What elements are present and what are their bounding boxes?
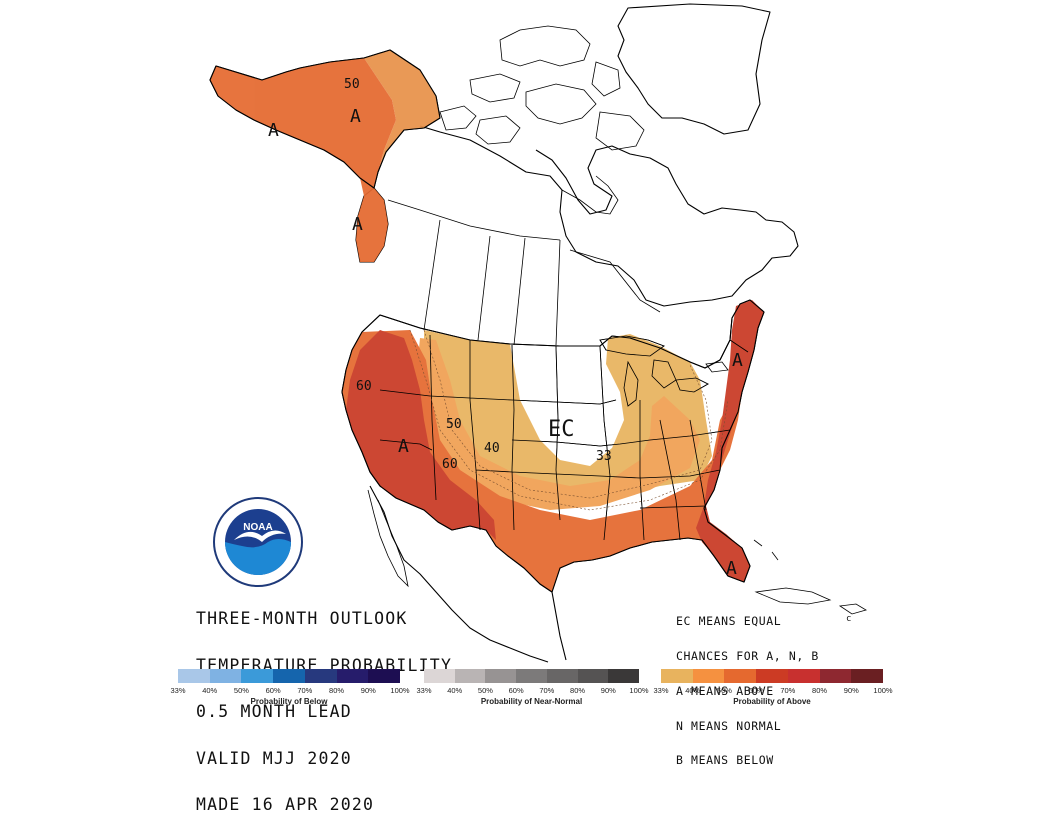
colorbar-tick-label: 80% — [329, 686, 345, 695]
colorbar-cell — [485, 669, 517, 683]
province-lines — [387, 199, 661, 346]
above-60-region-east — [696, 300, 764, 578]
colorbar-cell — [336, 669, 369, 683]
legend-note-line2: CHANCES FOR A, N, B — [676, 648, 819, 663]
outlook-title-line1: THREE-MONTH OUTLOOK — [196, 609, 408, 628]
legend-note-line1: EC MEANS EQUAL — [676, 614, 782, 629]
colorbar-tick-label: 90% — [843, 686, 859, 695]
colorbar-cell — [546, 669, 578, 683]
greenland-outline — [617, 3, 771, 135]
colorbar-below — [178, 669, 400, 683]
colorbar-cell — [608, 669, 639, 683]
colorbar-tick-label: 50% — [233, 686, 249, 695]
colorbar-cell — [241, 669, 274, 683]
colorbar-tick-label: 100% — [873, 686, 893, 695]
outlook-title-line3: 0.5 MONTH LEAD — [196, 702, 352, 721]
above-label-florida: A — [726, 558, 737, 579]
above-60-region-west — [346, 330, 496, 540]
colorbar-cell — [178, 669, 210, 683]
svg-text:NOAA: NOAA — [243, 522, 272, 533]
canada-outline — [419, 125, 799, 307]
colorbar-cell — [756, 669, 788, 683]
colorbar-above-title: Probability of Above — [733, 697, 811, 706]
colorbar-cell — [209, 669, 242, 683]
legend-note-trailing: c — [846, 614, 852, 624]
colorbar-tick-label: 40% — [447, 686, 463, 695]
colorbar-cell — [304, 669, 337, 683]
above-label-alaska-sw: A — [268, 120, 279, 141]
colorbar-tick-label: 40% — [685, 686, 701, 695]
colorbar-above — [661, 669, 883, 683]
colorbar-cell — [787, 669, 820, 683]
colorbar-below-ticks: 33% 40% 50% 60% 70% 80% 90% 100% — [170, 686, 409, 696]
colorbar-tick-label: 40% — [202, 686, 218, 695]
above-label-west: A — [398, 436, 409, 457]
colorbar-cell — [424, 669, 455, 683]
colorbar-cell — [724, 669, 757, 683]
colorbar-tick-label: 33% — [416, 686, 432, 695]
ec-label: EC — [548, 417, 575, 442]
contour-label-33: 33 — [596, 449, 612, 464]
colorbar-tick-label: 80% — [812, 686, 828, 695]
colorbar-near-normal-title: Probability of Near-Normal — [480, 697, 583, 706]
colorbar-cell — [851, 669, 883, 683]
colorbar-tick-label: 70% — [539, 686, 555, 695]
contour-label-40: 40 — [484, 441, 500, 456]
legend-note-line3: A MEANS ABOVE — [676, 683, 774, 698]
colorbar-cell — [516, 669, 547, 683]
above-label-bc: A — [352, 214, 363, 235]
colorbar-near-normal-ticks: 33% 40% 50% 60% 70% 80% 90% 100% — [416, 686, 648, 696]
contour-lines — [409, 329, 729, 511]
colorbar-cell — [661, 669, 693, 683]
colorbar-cell — [368, 669, 400, 683]
colorbar-cell — [273, 669, 305, 683]
colorbar-cell — [454, 669, 486, 683]
florida-above-60 — [712, 530, 750, 582]
colorbar-cell — [692, 669, 725, 683]
outlook-title-line5: MADE 16 APR 2020 — [196, 795, 375, 814]
colorbar-tick-label: 33% — [170, 686, 186, 695]
colorbar-tick-label: 33% — [653, 686, 669, 695]
legend-note-line5: B MEANS BELOW — [676, 753, 774, 768]
contour-label-50-alaska: 50 — [344, 77, 360, 92]
noaa-logo: NOAA — [213, 497, 303, 587]
colorbar-tick-label: 60% — [748, 686, 764, 695]
colorbar-near-normal — [424, 669, 639, 683]
colorbar-tick-label: 60% — [265, 686, 281, 695]
colorbar-tick-label: 100% — [629, 686, 649, 695]
above-label-northeast: A — [732, 350, 743, 371]
arctic-islands — [439, 25, 645, 151]
contour-label-50-west: 50 — [446, 417, 462, 432]
colorbar-tick-label: 70% — [780, 686, 796, 695]
colorbar-tick-label: 70% — [297, 686, 313, 695]
colorbar-cell — [577, 669, 609, 683]
alaska-above-50 — [210, 58, 396, 262]
caribbean-islands — [753, 539, 867, 615]
outlook-title-line4: VALID MJJ 2020 — [196, 748, 352, 768]
state-outlines-overlay — [209, 49, 765, 593]
colorbar-tick-label: 50% — [716, 686, 732, 695]
colorbar-tick-label: 80% — [570, 686, 586, 695]
above-50-region — [342, 330, 750, 592]
outlook-title-line2: TEMPERATURE PROBABILITY — [196, 655, 453, 675]
colorbar-tick-label: 60% — [508, 686, 524, 695]
baja-outline — [367, 489, 409, 588]
outlook-map: EC A A A A A A 50 60 50 40 60 33 — [209, 3, 867, 663]
colorbar-tick-label: 90% — [360, 686, 376, 695]
alaska-above-40 — [364, 50, 440, 188]
colorbar-tick-label: 50% — [477, 686, 493, 695]
colorbar-below-title: Probability of Below — [250, 697, 328, 706]
legend-note-line4: N MEANS NORMAL — [676, 718, 782, 733]
above-label-alaska: A — [350, 106, 361, 127]
contour-label-60-sw: 60 — [442, 457, 458, 472]
above-40-region — [416, 338, 700, 510]
contour-label-60-west: 60 — [356, 379, 372, 394]
colorbar-cell — [819, 669, 852, 683]
colorbar-tick-label: 100% — [390, 686, 410, 695]
colorbar-tick-label: 90% — [600, 686, 616, 695]
hudson-bay — [561, 175, 619, 215]
colorbar-above-ticks: 33% 40% 50% 60% 70% 80% 90% 100% — [653, 686, 892, 696]
